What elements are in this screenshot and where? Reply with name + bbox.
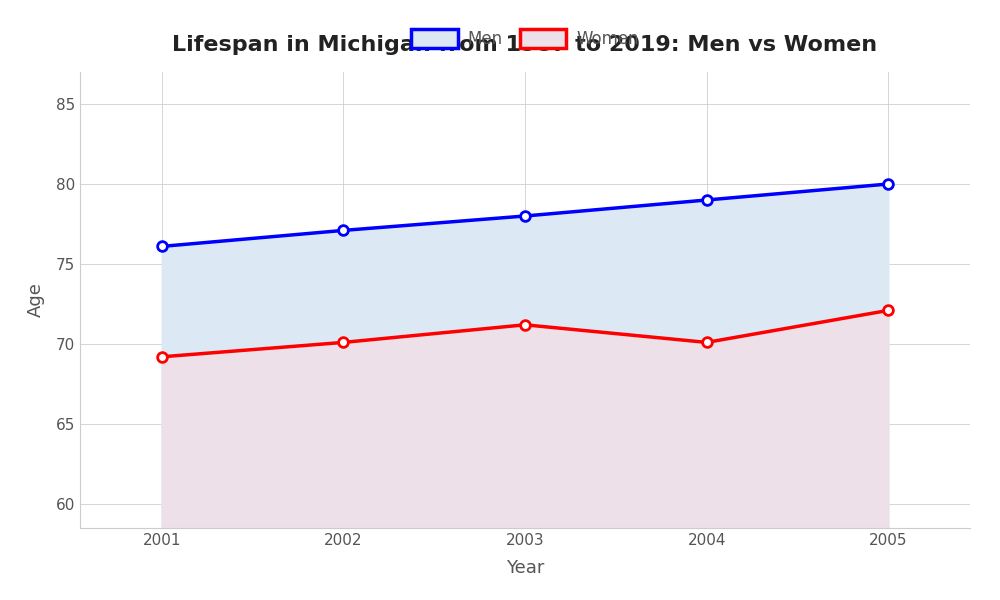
Y-axis label: Age: Age xyxy=(27,283,45,317)
X-axis label: Year: Year xyxy=(506,559,544,577)
Title: Lifespan in Michigan from 1987 to 2019: Men vs Women: Lifespan in Michigan from 1987 to 2019: … xyxy=(172,35,878,55)
Legend: Men, Women: Men, Women xyxy=(403,21,647,56)
